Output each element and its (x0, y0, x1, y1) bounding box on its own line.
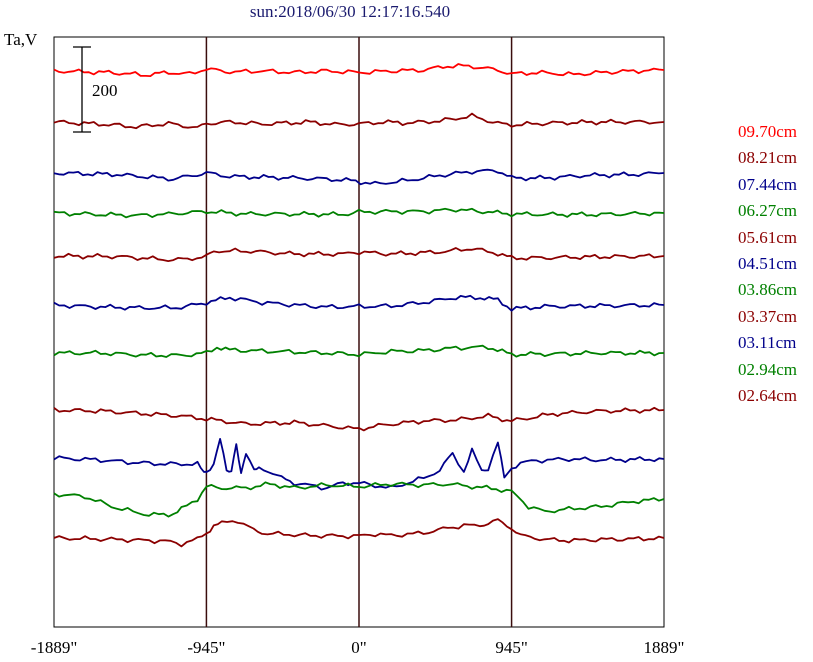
chart-title: sun:2018/06/30 12:17:16.540 (249, 2, 451, 21)
x-tick-label-0: -1889" (31, 638, 78, 657)
x-tick-label-1: -945" (187, 638, 225, 657)
series-line-03.11cm (53, 438, 665, 491)
legend-item-1: 08.21cm (738, 148, 798, 168)
legend-item-0: 09.70cm (738, 122, 798, 141)
series-line-05.61cm (53, 247, 665, 262)
legend-item-10: 02.64cm (738, 386, 798, 406)
series-line-03.86cm (53, 344, 665, 358)
x-tick-label-3: 945" (495, 638, 527, 657)
x-tick-label-2: 0" (351, 638, 366, 657)
series-line-02.94cm (53, 481, 665, 518)
legend-item-6: 03.86cm (738, 280, 798, 300)
legend-item-9: 02.94cm (738, 359, 798, 379)
legend-item-8: 03.11cm (738, 333, 797, 353)
series-line-07.44cm (53, 168, 665, 186)
series-line-09.70cm (53, 63, 665, 77)
legend-item-7: 03.37cm (738, 306, 798, 326)
legend-item-2: 07.44cm (738, 174, 798, 194)
x-tick-labels: -1889" -945" 0" 945" 1889" (31, 638, 685, 657)
legend-item-5: 04.51cm (738, 254, 798, 274)
scale-bar: 200 (73, 46, 118, 133)
series-line-04.51cm (53, 294, 665, 312)
series-line-08.21cm (53, 112, 665, 130)
legend-item-3: 06.27cm (738, 201, 798, 221)
legend-item-4: 05.61cm (738, 227, 798, 247)
series-line-02.64cm (53, 518, 665, 548)
series-line-03.37cm (53, 406, 665, 432)
x-tick-label-4: 1889" (644, 638, 685, 657)
y-axis-unit-label: Ta,V (4, 30, 38, 49)
series-lines (53, 63, 665, 548)
scale-bar-label: 200 (92, 81, 118, 100)
vertical-markers (205, 37, 513, 627)
series-line-06.27cm (53, 207, 665, 219)
legend: 09.70cm 08.21cm 07.44cm 06.27cm 05.61cm 04.51… (738, 119, 797, 409)
